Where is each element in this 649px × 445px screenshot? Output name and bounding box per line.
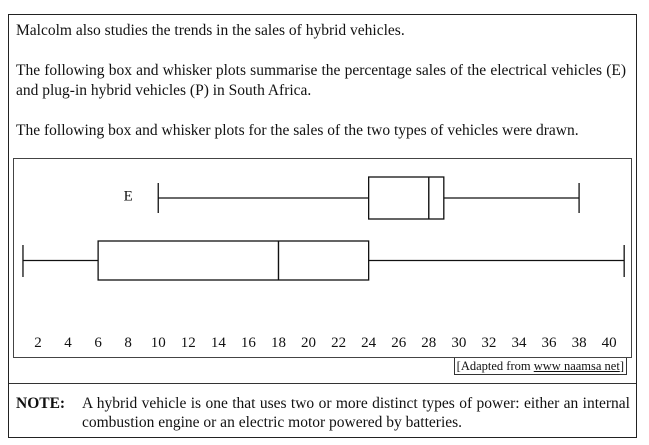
- x-tick-label: 36: [542, 335, 558, 351]
- x-tick-label: 2: [34, 335, 42, 351]
- description-text: The following box and whisker plots summ…: [16, 62, 626, 99]
- x-tick-label: 10: [151, 335, 166, 351]
- source-citation: [Adapted from www naamsa net]: [453, 358, 627, 375]
- x-tick-label: 38: [572, 335, 587, 351]
- source-suffix: ]: [619, 359, 624, 373]
- box-plot-1-label: E: [124, 188, 133, 204]
- box-plot-frame: E 2 4 6 8 10 12 14 16 18 20 22 24 26 28 30 32 34 36 38 40: [13, 158, 632, 358]
- x-tick-label: 4: [64, 335, 72, 351]
- x-tick-label: 22: [331, 335, 346, 351]
- note-text: A hybrid vehicle is one that uses two or…: [82, 395, 630, 431]
- intro-text: Malcolm also studies the trends in the s…: [16, 22, 405, 39]
- x-tick-label: 18: [271, 335, 286, 351]
- x-tick-label: 28: [421, 335, 436, 351]
- x-tick-label: 34: [511, 335, 527, 351]
- source-link[interactable]: www naamsa net: [533, 359, 620, 373]
- x-tick-label: 40: [602, 335, 617, 351]
- x-tick-label: 24: [361, 335, 377, 351]
- box-plot-2-box: [97, 240, 370, 281]
- x-tick-label: 12: [181, 335, 196, 351]
- x-tick-label: 6: [94, 335, 102, 351]
- plots-drawn-text: The following box and whisker plots for …: [16, 122, 579, 139]
- divider-line: [9, 383, 636, 384]
- question-frame: [8, 14, 637, 438]
- source-prefix: [Adapted from: [456, 359, 534, 373]
- box-plot-1-box: [368, 176, 445, 220]
- note-label: NOTE:: [16, 395, 66, 412]
- x-tick-label: 14: [211, 335, 227, 351]
- x-tick-label: 8: [124, 335, 131, 351]
- x-tick-label: 32: [481, 335, 496, 351]
- box-whisker-chart: E2 4 6 8 10 12 14 16 18 20 22 24 26 28 30 32 34 36 38 40: [22, 176, 625, 351]
- x-tick-label: 30: [451, 335, 466, 351]
- x-tick-label: 26: [391, 335, 407, 351]
- x-tick-label: 16: [241, 335, 256, 351]
- x-tick-label: 20: [301, 335, 316, 351]
